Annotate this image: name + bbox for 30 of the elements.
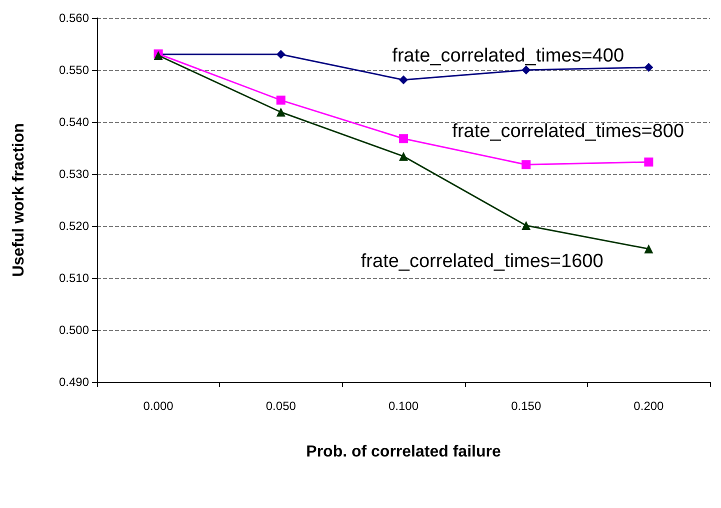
y-tick-label: 0.560 <box>58 11 90 25</box>
x-tick-label: 0.050 <box>266 399 296 413</box>
point <box>644 62 654 72</box>
point <box>522 160 531 170</box>
point <box>399 75 408 84</box>
point <box>644 244 654 254</box>
point <box>522 220 531 230</box>
y-tick-label: 0.490 <box>58 375 90 389</box>
point <box>399 134 408 144</box>
y-tick-label: 0.510 <box>58 271 90 285</box>
y-tick-label: 0.530 <box>58 167 90 181</box>
series-label: frate_correlated_times=800 <box>452 121 684 142</box>
point <box>644 158 654 167</box>
series-label: frate_correlated_times=400 <box>392 46 624 66</box>
x-tick-label: 0.150 <box>511 399 542 413</box>
x-tick-label: 0.000 <box>143 399 174 413</box>
y-tick-label: 0.520 <box>58 219 90 233</box>
point <box>276 108 286 117</box>
y-tick-label: 0.540 <box>58 115 90 129</box>
y-axis-title: Useful work fraction <box>10 123 28 277</box>
x-axis-title: Prob. of correlated failure <box>306 444 501 460</box>
x-tick-label: 0.200 <box>634 399 664 413</box>
point <box>399 152 408 161</box>
series-label: frate_correlated_times=1600 <box>360 250 604 272</box>
point <box>276 50 286 59</box>
point <box>522 66 531 74</box>
x-tick-label: 0.100 <box>388 399 419 413</box>
point <box>276 96 286 105</box>
y-tick-label: 0.550 <box>58 63 90 77</box>
y-tick-label: 0.500 <box>58 323 90 337</box>
